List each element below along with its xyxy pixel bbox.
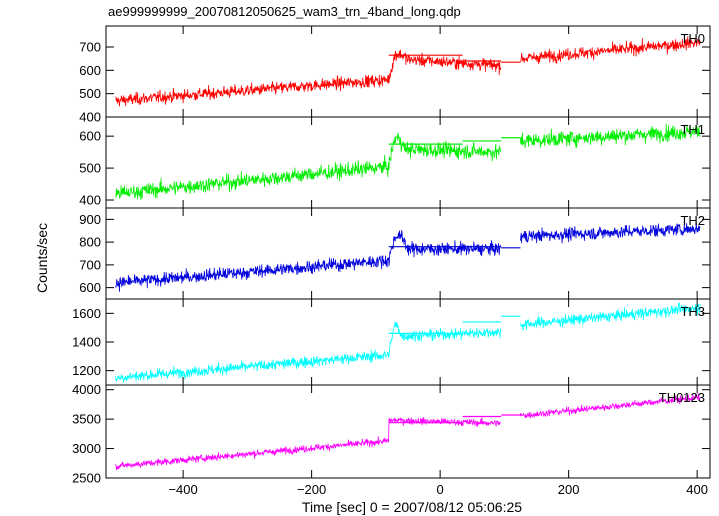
- y-tick-label: 400: [79, 193, 101, 208]
- panel-label: TH3: [680, 304, 705, 319]
- y-tick-label: 900: [79, 212, 101, 227]
- panel-frame: [105, 384, 711, 479]
- x-tick-label: 400: [686, 482, 708, 497]
- panel-th2: 600 700 800 900 TH2: [79, 207, 711, 300]
- panel-frame: [105, 207, 711, 300]
- y-tick-label: 700: [79, 40, 101, 55]
- y-tick-label: 700: [79, 257, 101, 272]
- y-tick-label: 400: [79, 110, 101, 125]
- y-tick-label: 500: [79, 86, 101, 101]
- x-tick-label: −200: [297, 482, 326, 497]
- series-line: [520, 222, 701, 244]
- panel-frame: [105, 298, 711, 386]
- panel-label: TH2: [680, 213, 705, 228]
- y-tick-label: 1400: [72, 335, 101, 350]
- y-tick-label: 4000: [72, 382, 101, 397]
- y-tick-label: 1600: [72, 306, 101, 321]
- y-tick-label: 2500: [72, 471, 101, 486]
- series-line: [520, 123, 701, 149]
- y-tick-label: 1200: [72, 363, 101, 378]
- series-line: [520, 36, 701, 65]
- x-tick-label: 0: [437, 482, 444, 497]
- y-tick-label: 600: [79, 280, 101, 295]
- x-tick-label: 200: [558, 482, 580, 497]
- x-axis-title: Time [sec] 0 = 2007/08/12 05:06:25: [302, 499, 522, 515]
- x-tick-label: −400: [168, 482, 197, 497]
- y-tick-label: 600: [79, 129, 101, 144]
- panel-th0: 400 500 600 700 TH0: [79, 25, 711, 125]
- y-tick-label: 600: [79, 63, 101, 78]
- series-line: [115, 416, 502, 471]
- panel-th0123: 2500 3000 3500 4000 TH0123: [72, 382, 711, 486]
- chart-title: ae999999999_20070812050625_wam3_trn_4ban…: [108, 4, 461, 19]
- panel-th3: 1200 1400 1600 TH3: [72, 298, 711, 386]
- y-axis-title: Counts/sec: [34, 223, 50, 293]
- y-tick-label: 800: [79, 235, 101, 250]
- y-tick-label: 3000: [72, 441, 101, 456]
- series-line: [115, 49, 502, 107]
- panel-label: TH0123: [659, 390, 705, 405]
- panels: 400 500 600 700 TH0 400 500 600 TH1 600 700 800 900 T…: [72, 25, 711, 497]
- panel-frame: [105, 25, 711, 118]
- series-line: [115, 321, 502, 383]
- series-line: [520, 393, 701, 419]
- panel-th1: 400 500 600 TH1: [79, 116, 711, 209]
- series-line: [115, 229, 502, 292]
- series-line: [115, 132, 502, 200]
- series-line: [520, 302, 701, 331]
- y-tick-label: 500: [79, 161, 101, 176]
- panel-label: TH1: [680, 122, 705, 137]
- y-tick-label: 3500: [72, 412, 101, 427]
- panel-label: TH0: [680, 31, 705, 46]
- panel-frame: [105, 116, 711, 209]
